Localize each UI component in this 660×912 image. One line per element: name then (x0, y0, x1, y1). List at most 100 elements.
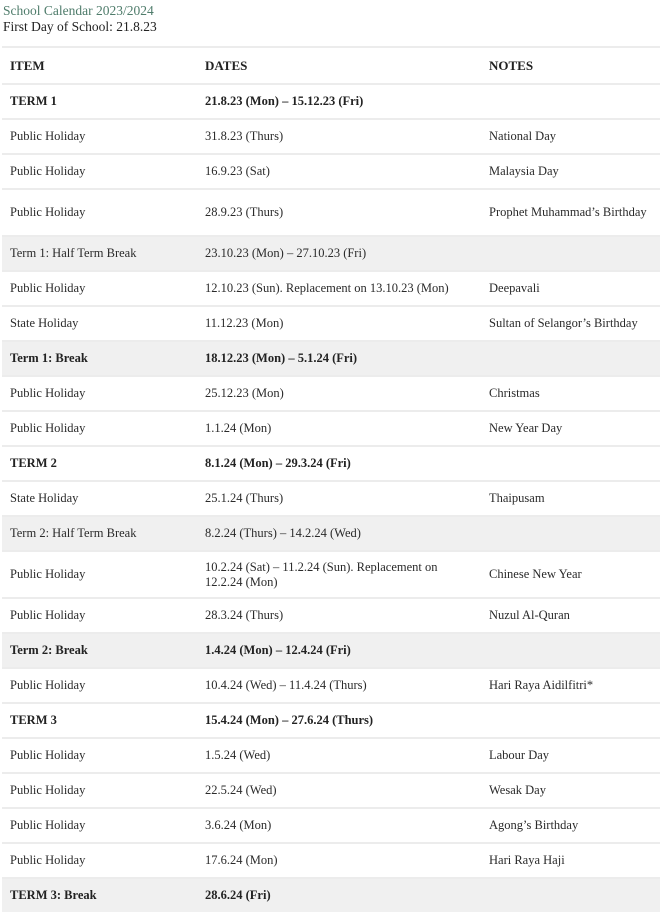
table-row: TERM 2 8.1.24 (Mon) – 29.3.24 (Fri) (2, 445, 660, 481)
table-row: Term 2: Break 1.4.24 (Mon) – 12.4.24 (Fri… (2, 632, 660, 668)
row-item: Public Holiday (2, 375, 197, 411)
row-item: TERM 3: Break (2, 877, 197, 912)
table-row: Public Holiday 17.6.24 (Mon) Hari Raya Haj… (2, 842, 660, 878)
row-dates: 3.6.24 (Mon) (197, 807, 481, 843)
row-dates: 25.1.24 (Thurs) (197, 480, 481, 516)
row-item: Public Holiday (2, 737, 197, 773)
table-row: Public Holiday 10.4.24 (Wed) – 11.4.24 (T… (2, 667, 660, 703)
row-dates: 16.9.23 (Sat) (197, 153, 481, 189)
row-dates: 8.1.24 (Mon) – 29.3.24 (Fri) (197, 445, 481, 481)
row-dates: 15.4.24 (Mon) – 27.6.24 (Thurs) (197, 702, 481, 738)
row-item: Term 1: Half Term Break (2, 235, 197, 271)
row-dates: 21.8.23 (Mon) – 15.12.23 (Fri) (197, 83, 481, 119)
row-dates: 1.4.24 (Mon) – 12.4.24 (Fri) (197, 632, 481, 668)
row-notes (481, 445, 660, 481)
table-row: TERM 3 15.4.24 (Mon) – 27.6.24 (Thurs) (2, 702, 660, 738)
row-item: Public Holiday (2, 270, 197, 306)
row-item: Public Holiday (2, 597, 197, 633)
row-notes: Malaysia Day (481, 153, 660, 189)
table-row: Public Holiday 22.5.24 (Wed) Wesak Day (2, 772, 660, 808)
row-item: Term 2: Break (2, 632, 197, 668)
table-row: State Holiday 11.12.23 (Mon) Sultan of Sel… (2, 305, 660, 341)
column-header-notes: NOTES (481, 46, 660, 84)
table-row: Public Holiday 16.9.23 (Sat) Malaysia Day (2, 153, 660, 189)
row-item: Public Holiday (2, 188, 197, 236)
table-row: Public Holiday 25.12.23 (Mon) Christmas (2, 375, 660, 411)
calendar-table: ITEM DATES NOTES TERM 1 21.8.23 (Mon) – 1… (2, 46, 660, 912)
row-item: Public Holiday (2, 667, 197, 703)
row-item: Public Holiday (2, 550, 197, 598)
row-item: TERM 2 (2, 445, 197, 481)
row-item: Term 1: Break (2, 340, 197, 376)
row-dates: 11.12.23 (Mon) (197, 305, 481, 341)
first-day-of-school: First Day of School: 21.8.23 (3, 19, 157, 34)
row-notes: New Year Day (481, 410, 660, 446)
table-row: Public Holiday 1.5.24 (Wed) Labour Day (2, 737, 660, 773)
row-notes: Labour Day (481, 737, 660, 773)
row-dates: 25.12.23 (Mon) (197, 375, 481, 411)
row-item: TERM 1 (2, 83, 197, 119)
row-notes: Christmas (481, 375, 660, 411)
row-item: Public Holiday (2, 153, 197, 189)
page-title: School Calendar 2023/2024 (3, 3, 154, 18)
row-notes (481, 702, 660, 738)
table-row: Term 1: Half Term Break 23.10.23 (Mon) – … (2, 235, 660, 271)
table-row: TERM 1 21.8.23 (Mon) – 15.12.23 (Fri) (2, 83, 660, 119)
row-dates: 31.8.23 (Thurs) (197, 118, 481, 154)
row-dates: 28.9.23 (Thurs) (197, 188, 481, 236)
row-dates: 22.5.24 (Wed) (197, 772, 481, 808)
row-item: Term 2: Half Term Break (2, 515, 197, 551)
table-row: Public Holiday 10.2.24 (Sat) – 11.2.24 (S… (2, 550, 660, 598)
table-row: Public Holiday 3.6.24 (Mon) Agong’s Birthd… (2, 807, 660, 843)
row-dates: 1.5.24 (Wed) (197, 737, 481, 773)
row-item: Public Holiday (2, 842, 197, 878)
row-notes: Hari Raya Haji (481, 842, 660, 878)
row-dates: 28.6.24 (Fri) (197, 877, 481, 912)
table-header-row: ITEM DATES NOTES (2, 46, 660, 84)
row-notes (481, 877, 660, 912)
calendar-rows: TERM 1 21.8.23 (Mon) – 15.12.23 (Fri) Publ… (2, 83, 660, 912)
row-notes: Prophet Muhammad’s Birthday (481, 188, 660, 236)
table-row: Public Holiday 28.3.24 (Thurs) Nuzul Al-Qu… (2, 597, 660, 633)
row-notes: Chinese New Year (481, 550, 660, 598)
row-notes: Wesak Day (481, 772, 660, 808)
column-header-dates: DATES (197, 46, 481, 84)
table-row: Public Holiday 12.10.23 (Sun). Replacemen… (2, 270, 660, 306)
row-dates: 17.6.24 (Mon) (197, 842, 481, 878)
row-dates: 10.2.24 (Sat) – 11.2.24 (Sun). Replaceme… (197, 550, 481, 598)
table-row: Term 1: Break 18.12.23 (Mon) – 5.1.24 (Fr… (2, 340, 660, 376)
row-item: Public Holiday (2, 410, 197, 446)
row-item: State Holiday (2, 480, 197, 516)
row-notes (481, 235, 660, 271)
row-item: State Holiday (2, 305, 197, 341)
row-dates: 18.12.23 (Mon) – 5.1.24 (Fri) (197, 340, 481, 376)
row-notes: Hari Raya Aidilfitri* (481, 667, 660, 703)
row-item: Public Holiday (2, 118, 197, 154)
row-notes: Thaipusam (481, 480, 660, 516)
row-notes: Agong’s Birthday (481, 807, 660, 843)
row-item: Public Holiday (2, 807, 197, 843)
table-row: Public Holiday 31.8.23 (Thurs) National Da… (2, 118, 660, 154)
table-row: TERM 3: Break 28.6.24 (Fri) (2, 877, 660, 912)
row-item: Public Holiday (2, 772, 197, 808)
column-header-item: ITEM (2, 46, 197, 84)
table-row: State Holiday 25.1.24 (Thurs) Thaipusam (2, 480, 660, 516)
row-notes (481, 632, 660, 668)
row-item: TERM 3 (2, 702, 197, 738)
row-notes (481, 83, 660, 119)
row-dates: 23.10.23 (Mon) – 27.10.23 (Fri) (197, 235, 481, 271)
table-row: Public Holiday 1.1.24 (Mon) New Year Day (2, 410, 660, 446)
row-dates: 10.4.24 (Wed) – 11.4.24 (Thurs) (197, 667, 481, 703)
row-notes: Nuzul Al-Quran (481, 597, 660, 633)
row-dates: 12.10.23 (Sun). Replacement on 13.10.23 … (197, 270, 481, 306)
table-row: Public Holiday 28.9.23 (Thurs) Prophet Muh… (2, 188, 660, 236)
row-dates: 8.2.24 (Thurs) – 14.2.24 (Wed) (197, 515, 481, 551)
row-notes: Deepavali (481, 270, 660, 306)
row-dates: 1.1.24 (Mon) (197, 410, 481, 446)
row-dates: 28.3.24 (Thurs) (197, 597, 481, 633)
row-notes (481, 515, 660, 551)
row-notes: National Day (481, 118, 660, 154)
row-notes: Sultan of Selangor’s Birthday (481, 305, 660, 341)
row-notes (481, 340, 660, 376)
table-row: Term 2: Half Term Break 8.2.24 (Thurs) – … (2, 515, 660, 551)
